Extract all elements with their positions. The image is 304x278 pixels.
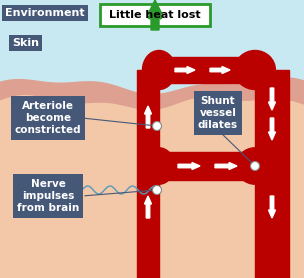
Polygon shape [0, 78, 304, 109]
Circle shape [153, 121, 161, 130]
FancyArrow shape [215, 163, 237, 170]
Bar [255, 70, 289, 278]
FancyArrow shape [268, 196, 275, 218]
Text: Shunt
vessel
dilates: Shunt vessel dilates [198, 96, 238, 130]
Text: Little heat lost: Little heat lost [109, 10, 201, 20]
Ellipse shape [143, 148, 174, 184]
FancyArrow shape [268, 118, 275, 140]
Bar [0, 93, 304, 278]
Text: Nerve
impulses
from brain: Nerve impulses from brain [17, 178, 79, 214]
FancyArrow shape [178, 163, 200, 170]
Bar [159, 152, 255, 180]
FancyArrow shape [144, 106, 151, 128]
FancyArrow shape [210, 66, 230, 73]
FancyBboxPatch shape [100, 4, 210, 26]
FancyArrow shape [268, 88, 275, 110]
FancyArrow shape [148, 0, 162, 30]
Circle shape [250, 162, 260, 170]
Bar [159, 57, 255, 83]
Text: Skin: Skin [12, 38, 39, 48]
Circle shape [153, 185, 161, 195]
Ellipse shape [235, 51, 275, 90]
Text: Environment: Environment [5, 8, 85, 18]
Ellipse shape [143, 51, 175, 90]
Ellipse shape [236, 148, 274, 184]
FancyArrow shape [175, 66, 195, 73]
Bar [137, 70, 159, 278]
Text: Arteriole
become
constricted: Arteriole become constricted [15, 101, 81, 135]
FancyArrow shape [144, 196, 151, 218]
